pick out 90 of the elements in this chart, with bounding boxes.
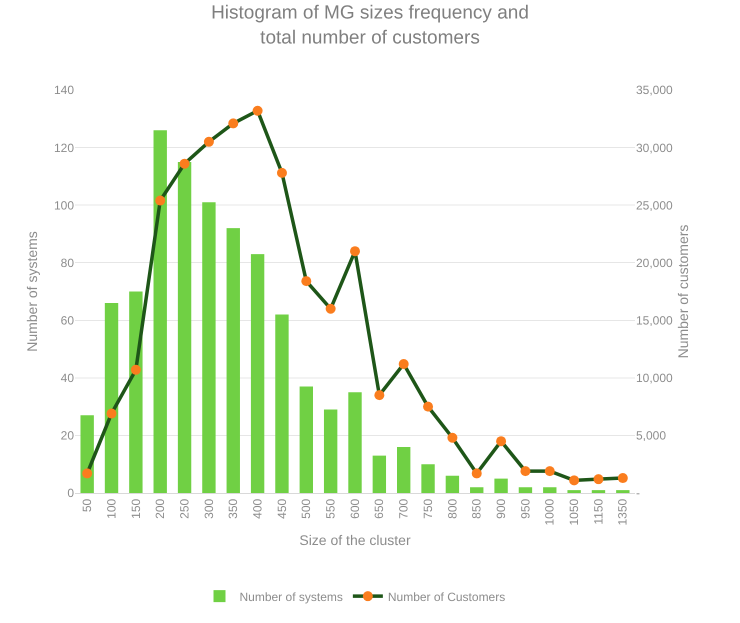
point <box>618 473 628 484</box>
x-tick-label: 250 <box>177 498 192 519</box>
y-tick-label: 140 <box>54 83 74 98</box>
x-tick-label: 1000 <box>542 498 557 526</box>
point <box>350 246 360 256</box>
legend-label: Number of Customers <box>388 590 506 604</box>
x-tick-label: 150 <box>128 498 143 519</box>
point <box>398 359 409 370</box>
y-tick-label: 80 <box>60 256 74 270</box>
x-tick-label: 600 <box>348 498 362 519</box>
bar <box>275 314 289 493</box>
x-tick-label: 50 <box>80 498 94 512</box>
x-tick-label: 750 <box>420 498 435 519</box>
point <box>472 468 482 478</box>
x-tick-label: 1350 <box>616 498 630 526</box>
chart-title: Histogram of MG sizes frequency and total number of customers <box>211 2 529 48</box>
x-axis-title: Size of the cluster <box>299 532 411 548</box>
y2-tick-label: 10,000 <box>636 371 674 386</box>
y2-tick-label: 15,000 <box>636 313 674 328</box>
x-tick-label: 800 <box>445 498 460 519</box>
y2-axis-title: Number of customers <box>675 224 692 358</box>
y2-tick-label: 5,000 <box>636 428 666 443</box>
bar <box>250 254 264 493</box>
bar <box>470 487 484 493</box>
point <box>130 364 141 375</box>
point <box>252 106 263 116</box>
x-tick-label: 400 <box>250 498 265 519</box>
bar <box>592 490 606 493</box>
y2-tick-label: 20,000 <box>636 256 674 270</box>
point <box>569 475 580 486</box>
x-tick-label: 1050 <box>567 498 582 526</box>
bar <box>446 476 460 493</box>
point <box>204 136 214 147</box>
bar <box>104 303 118 493</box>
bar <box>129 292 143 493</box>
point <box>301 276 312 286</box>
x-tick-label: 450 <box>274 498 289 519</box>
y-axis-title: Number of systems <box>24 231 40 352</box>
bar <box>494 478 508 493</box>
y-tick-label: 0 <box>67 486 74 500</box>
bar <box>518 487 532 493</box>
y2-tick-label: - <box>636 486 640 500</box>
point <box>496 436 506 446</box>
legend-label: Number of systems <box>240 590 343 604</box>
y2-tick-label: 35,000 <box>636 83 674 98</box>
point <box>82 468 92 478</box>
bar <box>397 446 410 493</box>
y2-tick-label: 30,000 <box>636 140 674 155</box>
y2-tick-label: 25,000 <box>636 198 674 212</box>
y-tick-label: 60 <box>60 313 74 328</box>
point <box>106 408 117 419</box>
bar <box>567 490 581 493</box>
x-tick-label: 900 <box>494 498 508 519</box>
point <box>544 466 555 476</box>
bar <box>154 130 167 493</box>
bar <box>543 487 556 493</box>
x-tick-label: 550 <box>324 498 338 519</box>
bar <box>616 490 630 493</box>
point <box>374 390 384 400</box>
bar <box>421 464 435 493</box>
point <box>228 118 238 128</box>
bar <box>300 386 313 493</box>
point <box>593 474 604 484</box>
y-tick-label: 20 <box>60 428 74 443</box>
x-tick-label: 650 <box>372 498 386 519</box>
x-tick-label: 300 <box>202 498 216 519</box>
y-tick-label: 120 <box>54 140 74 155</box>
point <box>423 402 434 412</box>
x-tick-label: 100 <box>104 498 118 519</box>
x-tick-label: 950 <box>518 498 532 519</box>
x-tick-label: 850 <box>470 498 484 519</box>
bar <box>178 162 192 493</box>
bar <box>372 456 386 493</box>
point <box>276 168 287 178</box>
y-tick-label: 40 <box>60 371 74 386</box>
x-tick-label: 350 <box>226 498 240 519</box>
point <box>447 432 458 443</box>
point <box>520 466 530 476</box>
point <box>180 158 190 169</box>
x-tick-label: 1150 <box>591 498 606 525</box>
point <box>326 304 336 314</box>
x-tick-label: 700 <box>396 498 411 519</box>
x-tick-label: 500 <box>299 498 314 519</box>
bar <box>202 202 216 493</box>
point <box>155 196 166 206</box>
x-tick-label: 200 <box>153 498 168 519</box>
y-tick-label: 100 <box>54 198 74 212</box>
bar <box>348 392 362 493</box>
bar <box>324 410 338 493</box>
bar <box>226 228 240 493</box>
